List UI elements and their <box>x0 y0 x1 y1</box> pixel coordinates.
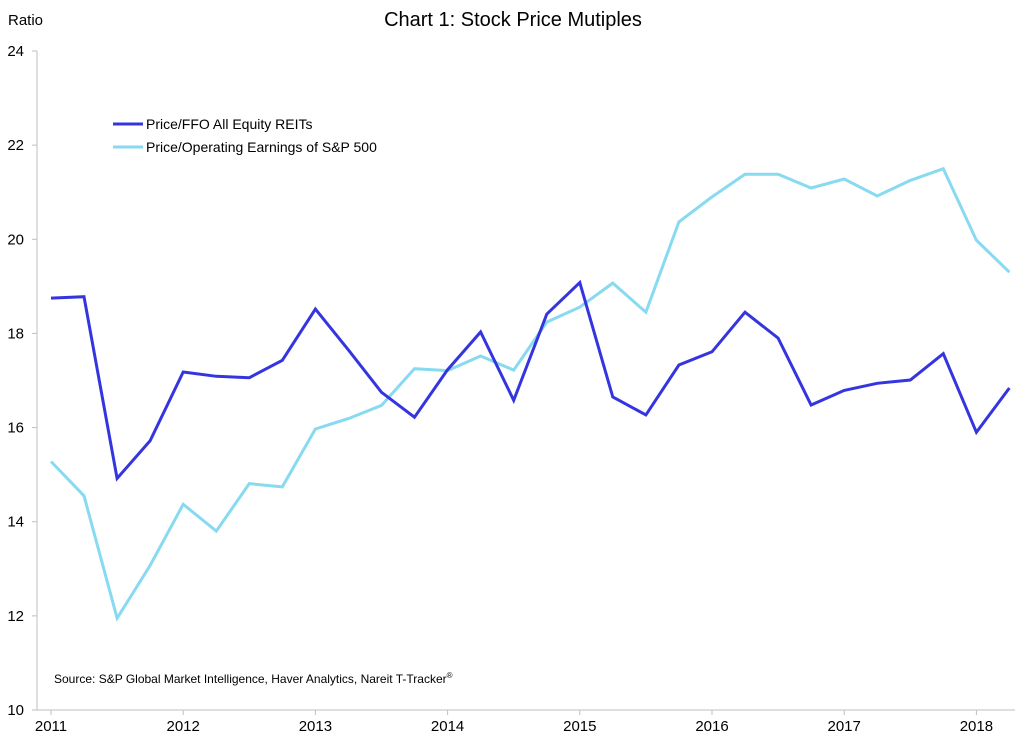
y-tick-label: 10 <box>7 702 24 719</box>
legend-label: Price/Operating Earnings of S&P 500 <box>146 139 377 155</box>
x-tick-label: 2018 <box>960 718 993 735</box>
y-tick-label: 18 <box>7 325 24 342</box>
y-tick-label: 22 <box>7 137 24 154</box>
legend: Price/FFO All Equity REITs Price/Operatin… <box>113 116 377 155</box>
x-tick-label: 2017 <box>828 718 861 735</box>
x-tick-label: 2011 <box>35 718 67 735</box>
x-tick-label: 2015 <box>563 718 596 735</box>
source-note: Source: S&P Global Market Intelligence, … <box>54 671 453 686</box>
source-text: Source: S&P Global Market Intelligence, … <box>54 672 447 686</box>
y-tick-label: 16 <box>7 420 24 437</box>
series-line-price-ffo-reits <box>50 279 1011 482</box>
y-tick-label: 14 <box>7 514 24 531</box>
series-line-price-earnings-sp500 <box>49 166 1011 622</box>
x-tick-label: 2016 <box>695 718 728 735</box>
source-registered-mark: ® <box>447 671 453 680</box>
y-tick-label: 12 <box>7 608 24 625</box>
series-lines <box>49 166 1011 622</box>
y-tick-label: 20 <box>7 231 24 248</box>
y-axis-label: Ratio <box>8 12 43 29</box>
legend-label: Price/FFO All Equity REITs <box>146 116 312 132</box>
chart-title: Chart 1: Stock Price Mutiples <box>384 9 642 31</box>
y-tick-label: 24 <box>7 43 24 60</box>
x-tick-label: 2013 <box>299 718 332 735</box>
x-tick-label: 2014 <box>431 718 464 735</box>
x-tick-label: 2012 <box>167 718 200 735</box>
axes: 10 12 14 16 18 20 22 24 2011 2012 2013 2014 2015 2016… <box>7 43 1015 735</box>
